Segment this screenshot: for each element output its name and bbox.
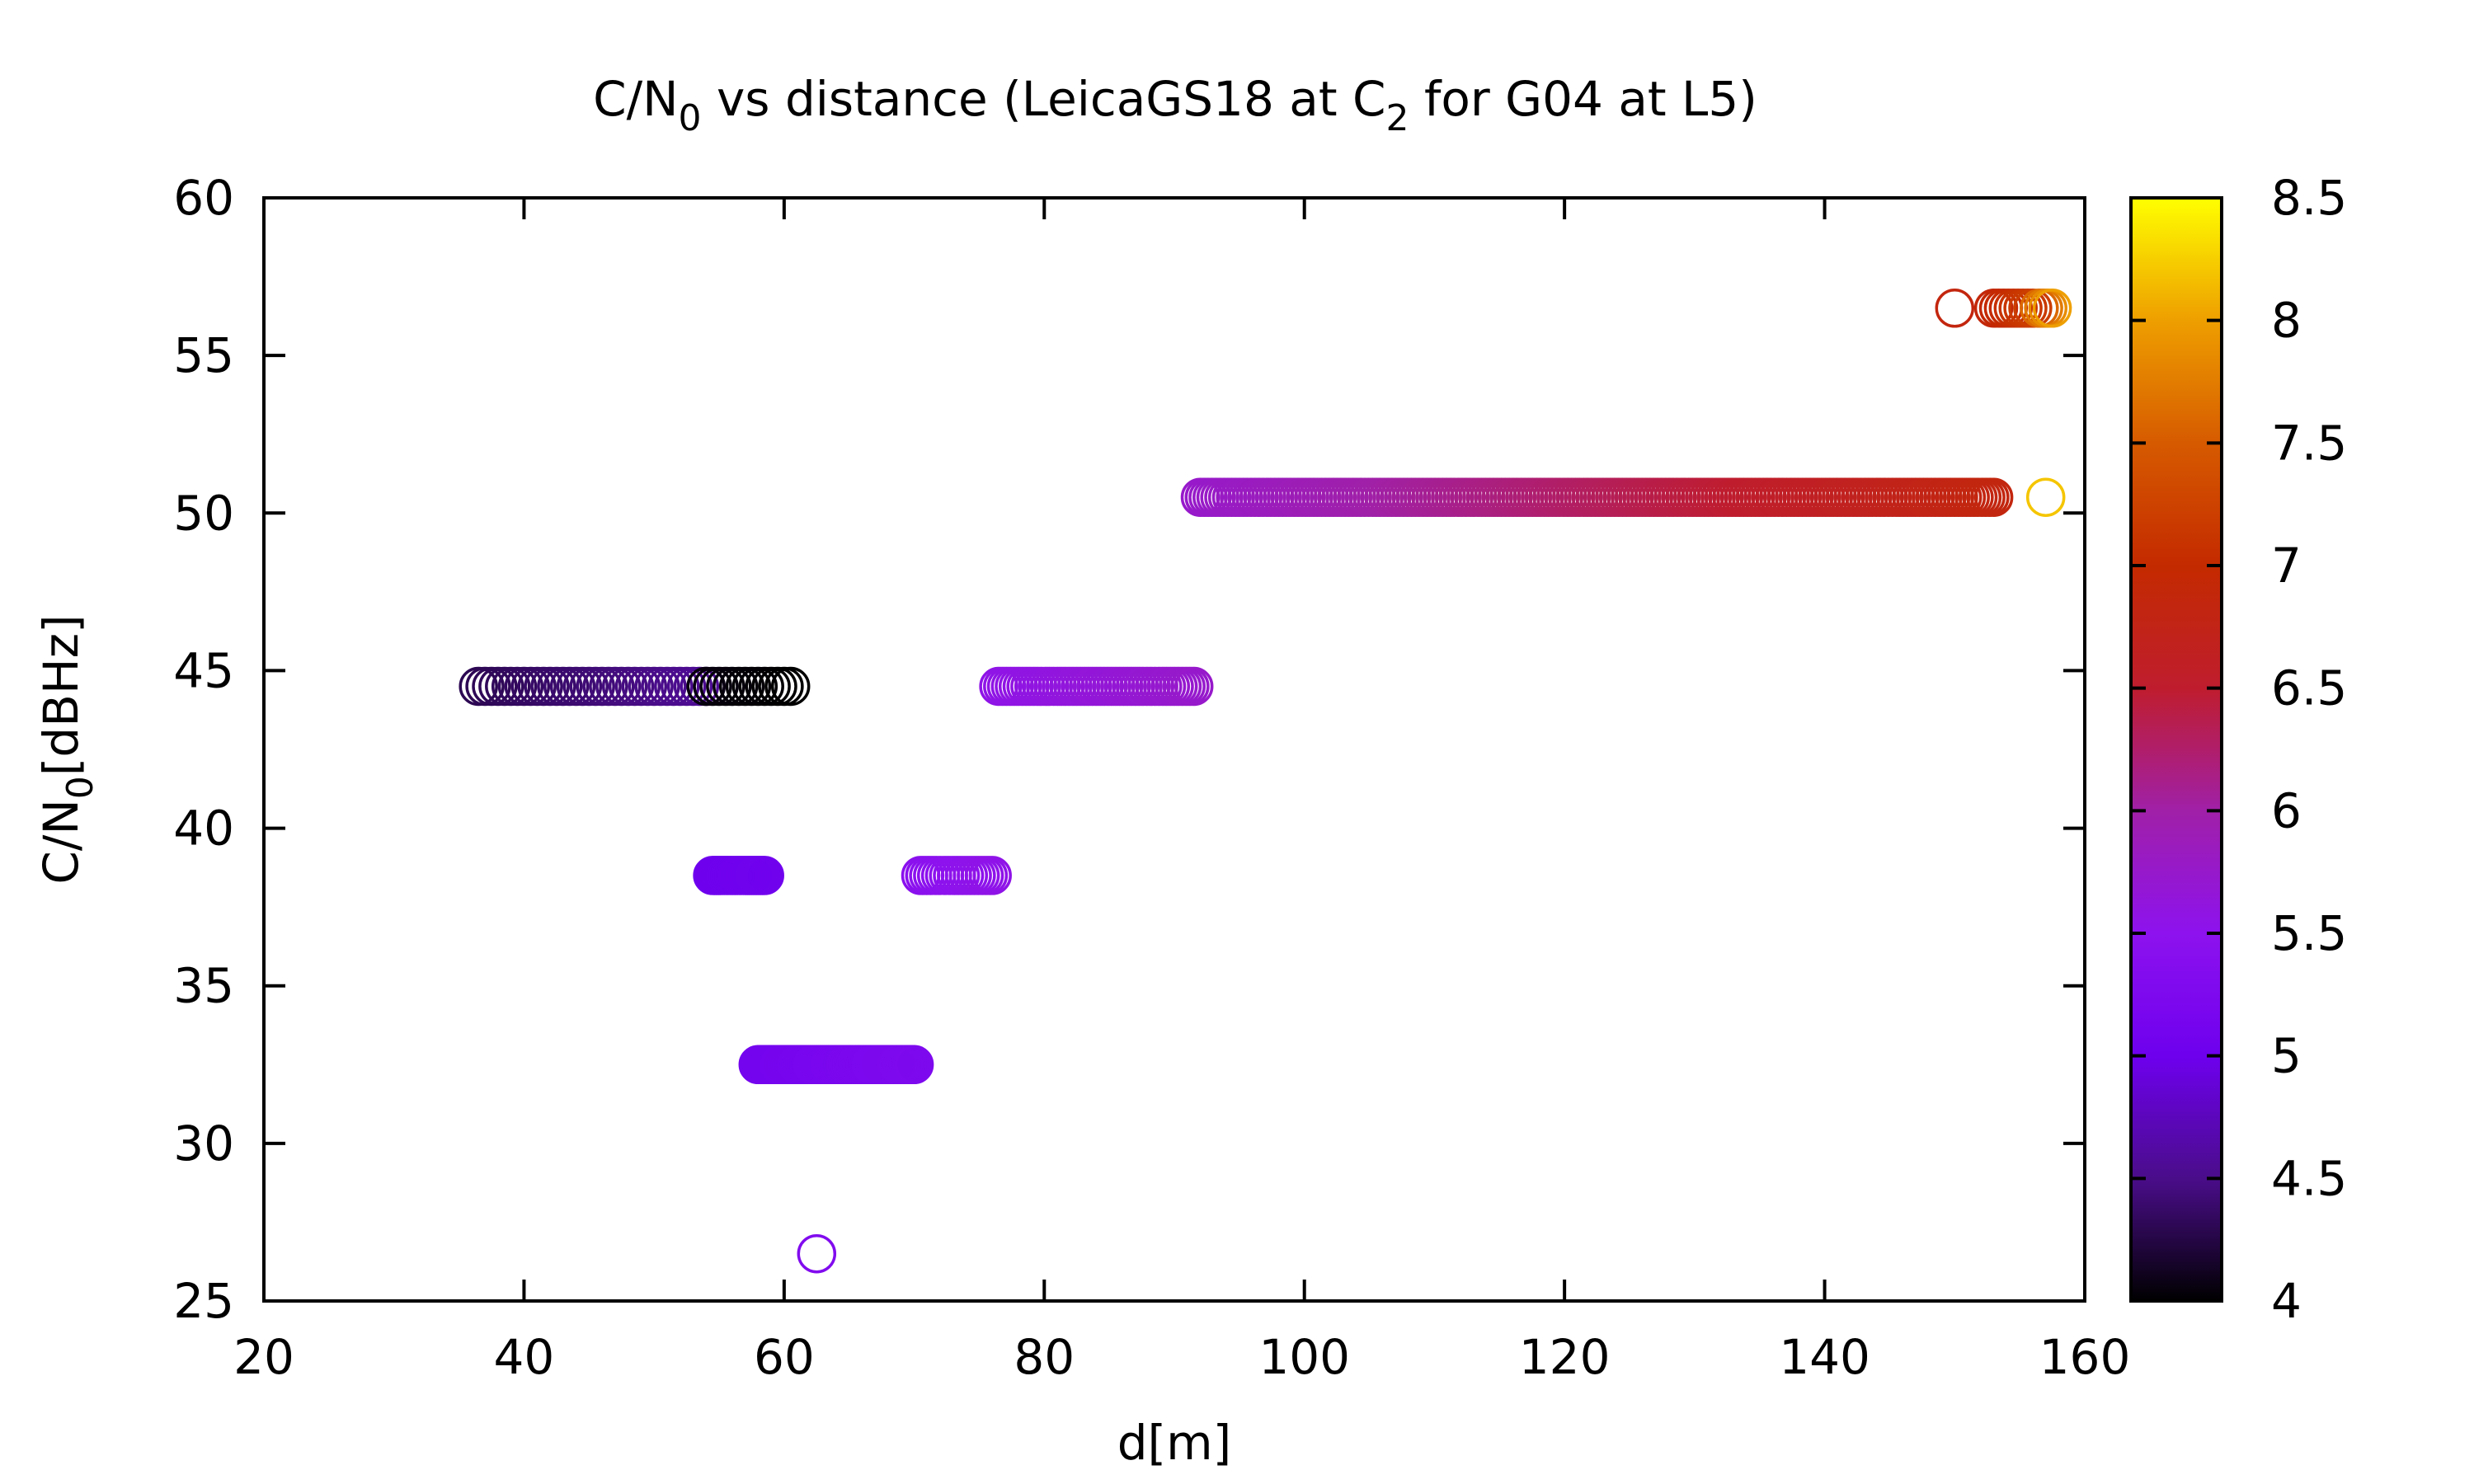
data-point <box>1935 289 1975 328</box>
plot-frame <box>262 196 2086 1303</box>
data-point <box>2032 289 2072 328</box>
data-point <box>972 856 1012 895</box>
x-tick-label: 80 <box>1014 1329 1075 1385</box>
colorbar-tick-label: 5 <box>2271 1028 2302 1084</box>
y-axis: 25 30 35 40 45 50 55 60 <box>173 170 2085 1329</box>
colorbar-tick-label: 7.5 <box>2271 415 2347 471</box>
data-points <box>459 289 2072 1274</box>
colorbar-tick-label: 7 <box>2271 538 2302 594</box>
y-tick-label: 60 <box>173 170 234 226</box>
y-tick-label: 30 <box>173 1115 234 1172</box>
colorbar-tick-label: 4 <box>2271 1273 2302 1329</box>
x-tick-label: 160 <box>2039 1329 2131 1385</box>
colorbar-tick-label: 6.5 <box>2271 660 2347 716</box>
colorbar <box>2129 196 2223 1303</box>
colorbar-tick-label: 8 <box>2271 293 2302 349</box>
colorbar-axis: 4 4.5 5 5.5 6 6.5 7 7.5 8 8.5 <box>2131 170 2347 1329</box>
data-point <box>797 1233 837 1274</box>
x-tick-label: 20 <box>233 1329 294 1385</box>
colorbar-tick-label: 6 <box>2271 782 2302 838</box>
colorbar-tick-label: 4.5 <box>2271 1150 2347 1206</box>
y-tick-label: 40 <box>173 801 234 857</box>
colorbar-tick-label: 5.5 <box>2271 905 2347 961</box>
x-tick-label: 100 <box>1258 1329 1350 1385</box>
chart-title: C/N0 vs distance (LeicaGS18 at C2 for G0… <box>593 71 1757 139</box>
x-tick-label: 140 <box>1779 1329 1870 1385</box>
data-point <box>1973 477 2014 517</box>
data-point <box>1174 666 1214 707</box>
x-tick-label: 120 <box>1519 1329 1611 1385</box>
x-axis: 20 40 60 80 100 120 140 160 <box>233 198 2130 1385</box>
x-tick-label: 40 <box>494 1329 555 1385</box>
x-axis-label: d[m] <box>1117 1415 1232 1471</box>
y-tick-label: 50 <box>173 485 234 541</box>
y-tick-label: 45 <box>173 642 234 698</box>
colorbar-tick-label: 8.5 <box>2271 170 2347 226</box>
y-tick-label: 25 <box>173 1273 234 1329</box>
data-point <box>770 666 811 707</box>
y-tick-label: 35 <box>173 958 234 1014</box>
data-point <box>745 856 784 895</box>
data-point <box>2025 477 2066 517</box>
y-axis-label: C/N0[dBHz] <box>33 614 101 884</box>
data-point <box>894 1045 934 1085</box>
y-tick-label: 55 <box>173 327 234 383</box>
x-tick-label: 60 <box>754 1329 815 1385</box>
